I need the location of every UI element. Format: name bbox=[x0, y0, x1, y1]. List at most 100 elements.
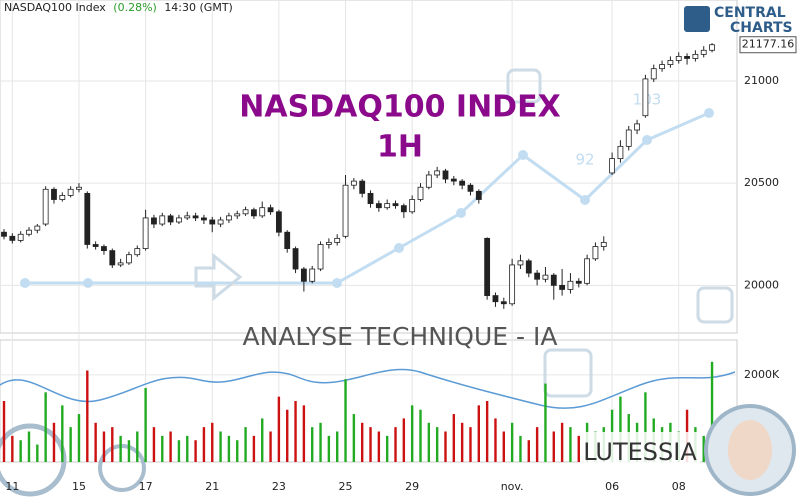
volume-bar bbox=[336, 431, 339, 462]
volume-average bbox=[0, 368, 736, 409]
candle-body bbox=[209, 219, 216, 225]
volume-bar bbox=[261, 418, 264, 462]
y-tick-label: 2000K bbox=[744, 368, 780, 381]
candle-body bbox=[434, 170, 441, 176]
x-tick-label: 21 bbox=[205, 480, 219, 493]
volume-bar bbox=[69, 427, 72, 462]
instrument: NASDAQ100 Index bbox=[4, 1, 106, 14]
candle-body bbox=[201, 217, 207, 221]
candle-body bbox=[142, 217, 149, 249]
volume-bar bbox=[427, 422, 431, 462]
candle-body bbox=[634, 123, 640, 131]
volume-bar bbox=[77, 414, 81, 462]
last-price-box bbox=[739, 36, 797, 54]
x-tick-label: 29 bbox=[405, 480, 419, 493]
volume-bar bbox=[702, 435, 705, 462]
circle-icon bbox=[98, 444, 146, 492]
candle-body bbox=[342, 184, 349, 237]
watermark: 92 103 bbox=[0, 68, 734, 497]
candle-body bbox=[559, 284, 566, 290]
candle-body bbox=[134, 248, 141, 256]
volume-bar bbox=[644, 392, 647, 462]
candle-body bbox=[309, 268, 316, 282]
candle-body bbox=[650, 68, 657, 80]
volume-bar bbox=[377, 431, 381, 462]
brand: LUTESSIA bbox=[583, 438, 697, 466]
candle-body bbox=[584, 258, 590, 284]
candle-body bbox=[151, 217, 157, 225]
chart-subtitle: 1H bbox=[377, 130, 423, 165]
candle-body bbox=[92, 244, 99, 247]
candle-body bbox=[567, 280, 574, 290]
header: NASDAQ100 Index (0.28%) 14:30 (GMT) bbox=[4, 1, 233, 14]
candle-body bbox=[242, 209, 249, 215]
volume-bar bbox=[244, 427, 247, 462]
volume-bar bbox=[360, 422, 364, 462]
candle-body bbox=[667, 60, 674, 65]
icon bbox=[506, 68, 542, 104]
candle-body bbox=[675, 56, 682, 61]
circle-icon bbox=[0, 423, 67, 497]
x-tick-label: 15 bbox=[72, 480, 86, 493]
marks bbox=[1, 43, 715, 462]
volume-bar bbox=[410, 405, 414, 462]
volume-bar bbox=[177, 440, 181, 462]
candle-body bbox=[409, 199, 416, 213]
candle-body bbox=[9, 235, 16, 241]
candle-body bbox=[700, 49, 707, 55]
candle-body bbox=[517, 260, 524, 266]
candle-body bbox=[51, 188, 57, 200]
candle-body bbox=[267, 207, 274, 213]
volume-bar bbox=[294, 401, 297, 462]
candle-body bbox=[492, 295, 499, 303]
candle-body bbox=[442, 170, 449, 180]
volume-bar bbox=[27, 431, 31, 462]
volume-bar bbox=[319, 422, 322, 462]
candle-body bbox=[534, 272, 541, 280]
candle-body bbox=[417, 186, 424, 200]
arrow-icon bbox=[194, 252, 243, 302]
volume-bar bbox=[152, 427, 156, 462]
y-tick-label: 21000 bbox=[744, 74, 779, 87]
volume-bar bbox=[52, 422, 56, 462]
candle-body bbox=[217, 219, 224, 225]
volume-bar bbox=[277, 396, 281, 462]
candle-body bbox=[292, 248, 299, 270]
volume-bar bbox=[86, 370, 89, 462]
candle-body bbox=[59, 195, 66, 200]
avatar-face bbox=[728, 420, 772, 480]
volume-bar bbox=[19, 440, 22, 462]
candle-body bbox=[17, 233, 24, 241]
candle-body bbox=[500, 301, 507, 305]
volume-bar bbox=[485, 401, 489, 462]
volume-bar bbox=[419, 409, 422, 462]
candle-body bbox=[467, 184, 474, 192]
y-tick-label: 20500 bbox=[744, 176, 779, 189]
x-tick-label: nov. bbox=[501, 480, 524, 493]
candle-body bbox=[109, 250, 116, 266]
volume-bar bbox=[510, 422, 514, 462]
volume-bar bbox=[144, 387, 147, 462]
volume-bar bbox=[452, 414, 456, 462]
volume-bar bbox=[569, 427, 572, 462]
candle-body bbox=[76, 186, 82, 190]
change: (0.28%) bbox=[113, 1, 157, 14]
volume-bar bbox=[127, 440, 131, 462]
volume-bar bbox=[219, 431, 222, 462]
volume-bar bbox=[161, 435, 164, 462]
candle-body bbox=[709, 44, 715, 51]
volume-bar bbox=[236, 440, 239, 462]
last-price-label: 21177.16 bbox=[742, 38, 795, 51]
candle-body bbox=[642, 78, 649, 117]
candle-body bbox=[226, 215, 232, 221]
candle-body bbox=[600, 242, 607, 247]
candle-body bbox=[334, 237, 341, 243]
volume-bar bbox=[102, 431, 106, 462]
x-tick-label: 25 bbox=[339, 480, 353, 493]
candle-body bbox=[625, 129, 632, 147]
candle-body bbox=[184, 215, 191, 219]
candle-body bbox=[475, 190, 482, 200]
volume-bar bbox=[136, 431, 139, 462]
candle-body bbox=[609, 158, 615, 174]
